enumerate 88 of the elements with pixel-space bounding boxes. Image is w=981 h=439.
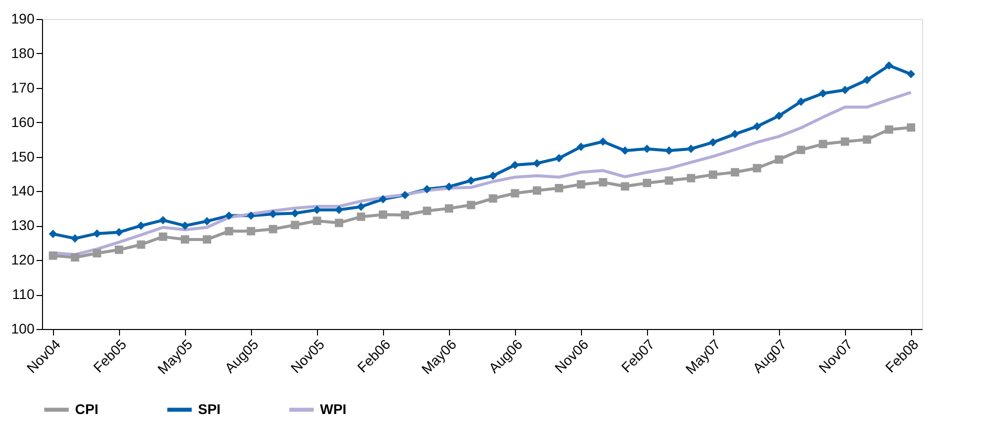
y-tick-label: 110 xyxy=(12,286,35,302)
point xyxy=(774,112,784,120)
point xyxy=(598,178,608,186)
point xyxy=(444,182,454,191)
y-tick-label: 100 xyxy=(11,320,35,336)
point xyxy=(906,70,916,78)
point xyxy=(92,229,102,238)
point xyxy=(642,178,652,188)
point xyxy=(862,135,872,144)
point xyxy=(180,221,190,230)
point xyxy=(510,160,520,170)
point xyxy=(620,146,630,155)
point xyxy=(422,206,432,216)
point xyxy=(664,176,674,185)
point xyxy=(378,194,388,204)
point xyxy=(796,146,806,154)
point xyxy=(488,172,498,180)
point xyxy=(708,138,718,146)
point xyxy=(532,186,542,195)
point xyxy=(620,182,630,191)
point xyxy=(818,140,828,148)
y-tick-label: 160 xyxy=(11,114,35,130)
y-tick-label: 180 xyxy=(11,44,35,61)
point xyxy=(686,174,696,182)
y-tick-label: 170 xyxy=(11,79,35,96)
point xyxy=(158,216,168,224)
point xyxy=(818,89,828,98)
point xyxy=(246,211,256,220)
point xyxy=(312,216,322,226)
point xyxy=(422,184,432,194)
point xyxy=(246,226,256,236)
point xyxy=(466,200,476,210)
point xyxy=(906,123,916,132)
legend-label: CPI xyxy=(75,400,98,417)
point xyxy=(334,218,344,228)
point xyxy=(796,97,806,106)
point xyxy=(224,211,234,220)
point xyxy=(400,190,410,200)
point xyxy=(290,220,300,230)
y-tick-label: 190 xyxy=(11,10,35,26)
point xyxy=(92,249,102,258)
point xyxy=(378,210,388,219)
point xyxy=(774,155,784,164)
y-tick-label: 150 xyxy=(11,148,35,164)
point xyxy=(136,221,146,230)
point xyxy=(532,159,542,168)
point xyxy=(752,122,762,131)
point xyxy=(664,146,674,155)
point xyxy=(730,130,740,138)
point xyxy=(70,253,80,262)
legend-label: WPI xyxy=(320,400,346,417)
point xyxy=(686,144,696,154)
point xyxy=(730,168,740,176)
point xyxy=(708,170,718,179)
point xyxy=(48,230,58,238)
point xyxy=(884,125,894,134)
point xyxy=(202,217,212,226)
y-tick-label: 120 xyxy=(11,252,35,268)
point xyxy=(136,240,146,249)
point xyxy=(554,154,564,162)
point xyxy=(70,234,80,243)
point xyxy=(268,224,278,234)
point xyxy=(114,246,124,254)
point xyxy=(356,202,366,211)
point xyxy=(862,76,872,84)
point xyxy=(224,226,234,236)
point xyxy=(598,137,608,146)
point xyxy=(202,235,212,244)
point xyxy=(158,232,168,241)
y-tick-label: 130 xyxy=(11,217,35,234)
y-tick-label: 140 xyxy=(11,182,35,199)
point xyxy=(840,137,850,146)
point xyxy=(466,176,476,185)
point xyxy=(884,61,894,70)
point xyxy=(444,204,454,213)
point xyxy=(840,86,850,94)
point xyxy=(554,184,564,192)
point xyxy=(400,210,410,220)
point xyxy=(642,144,652,154)
point xyxy=(576,180,586,189)
point xyxy=(576,142,586,151)
point xyxy=(752,164,762,172)
legend-label: SPI xyxy=(198,400,221,417)
point xyxy=(510,189,520,198)
point xyxy=(48,251,58,260)
point xyxy=(180,235,190,244)
point xyxy=(356,212,366,221)
point xyxy=(488,194,498,203)
